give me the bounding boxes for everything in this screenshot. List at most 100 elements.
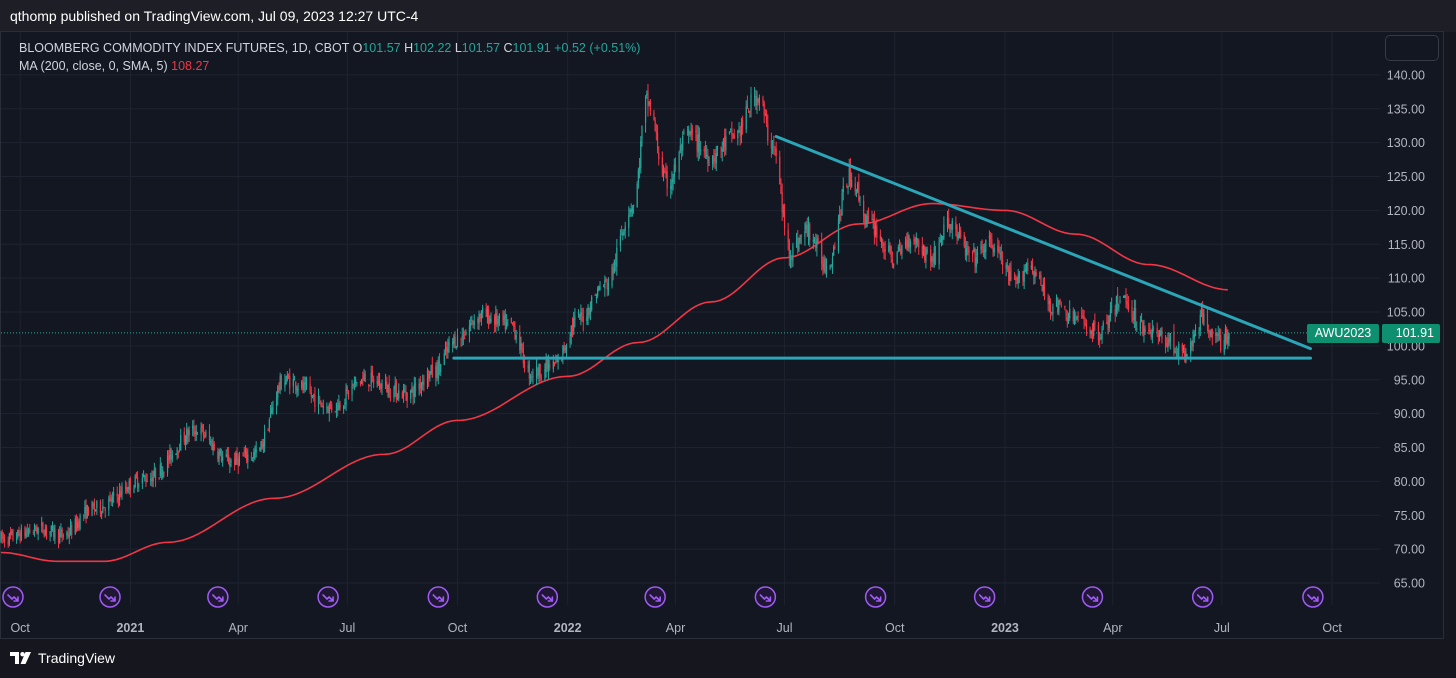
event-flag-icon[interactable] bbox=[1081, 586, 1104, 608]
candle-body bbox=[755, 96, 757, 106]
candle-body bbox=[546, 357, 548, 370]
event-flag-icon[interactable] bbox=[1191, 586, 1214, 608]
candle-body bbox=[238, 456, 241, 465]
candle-body bbox=[7, 541, 9, 545]
candle-body bbox=[498, 313, 501, 319]
event-flag-icon[interactable] bbox=[644, 586, 666, 608]
candle-body bbox=[1069, 309, 1071, 319]
candle-body bbox=[57, 529, 60, 542]
candle-body bbox=[368, 384, 370, 387]
event-flag-icon[interactable] bbox=[207, 586, 229, 608]
candle-body bbox=[864, 213, 866, 225]
candle-body bbox=[1211, 329, 1213, 338]
candle-body bbox=[1176, 354, 1179, 357]
candle-body bbox=[286, 374, 288, 380]
candle-body bbox=[688, 129, 690, 135]
candle-body bbox=[806, 224, 808, 237]
candle-body bbox=[720, 146, 722, 150]
candle-body bbox=[531, 376, 533, 378]
event-flag-icon[interactable] bbox=[427, 586, 450, 608]
candle-body bbox=[956, 226, 958, 239]
chart-frame[interactable] bbox=[0, 31, 1444, 639]
candle-body bbox=[1106, 322, 1108, 324]
candle-body bbox=[1139, 321, 1141, 331]
candle-body bbox=[691, 128, 693, 134]
candle-body bbox=[988, 236, 991, 239]
candle-body bbox=[488, 309, 490, 326]
candle-body bbox=[613, 259, 616, 273]
candle-body bbox=[537, 368, 539, 377]
candle-body bbox=[698, 132, 701, 153]
moving-average-line bbox=[0, 202, 1228, 563]
candle-body bbox=[452, 341, 454, 345]
candle-body bbox=[649, 99, 651, 111]
candle-body bbox=[955, 222, 957, 230]
candle-body bbox=[1164, 337, 1167, 346]
candle-body bbox=[490, 319, 492, 322]
candle-body bbox=[991, 238, 993, 249]
event-flag-icon[interactable] bbox=[2, 586, 24, 608]
candle-body bbox=[528, 364, 530, 379]
event-flag-icon[interactable] bbox=[317, 586, 339, 608]
y-tick-label: 90.00 bbox=[1394, 407, 1425, 421]
event-flag-icon[interactable] bbox=[536, 586, 559, 608]
candle-body bbox=[938, 242, 940, 265]
chart-settings-box[interactable] bbox=[1385, 35, 1439, 61]
candle-body bbox=[930, 249, 932, 263]
candle-body bbox=[259, 447, 261, 450]
legend-symbol[interactable]: BLOOMBERG COMMODITY INDEX FUTURES, 1D, C… bbox=[19, 41, 350, 55]
event-flag-icon[interactable] bbox=[973, 586, 996, 608]
candle-body bbox=[387, 385, 389, 394]
candle-body bbox=[706, 154, 708, 157]
symbol-price-tag: AWU2023 bbox=[1307, 324, 1379, 343]
candle-body bbox=[344, 402, 346, 404]
candle-body bbox=[429, 371, 431, 379]
candle-body bbox=[275, 398, 278, 407]
candle-body bbox=[314, 394, 316, 408]
candle-body bbox=[222, 456, 224, 461]
candle-body bbox=[866, 216, 868, 222]
candle-body bbox=[187, 429, 189, 438]
candle-body bbox=[682, 136, 684, 151]
candle-body bbox=[86, 505, 88, 518]
candle-body bbox=[1191, 340, 1193, 346]
legend-ma-value: 108.27 bbox=[171, 59, 210, 73]
candle-body bbox=[242, 455, 244, 457]
legend-ma-label[interactable]: MA (200, close, 0, SMA, 5) bbox=[19, 59, 168, 73]
event-flag-icon[interactable] bbox=[864, 586, 887, 608]
candle-body bbox=[976, 252, 979, 256]
candle-body bbox=[479, 314, 481, 319]
candle-body bbox=[603, 285, 605, 287]
candle-body bbox=[464, 337, 466, 339]
candle-body bbox=[1118, 304, 1120, 308]
candles-layer bbox=[0, 83, 1230, 549]
event-flag-icon[interactable] bbox=[99, 586, 121, 608]
candle-body bbox=[251, 457, 254, 459]
candle-body bbox=[690, 130, 692, 135]
candle-body bbox=[1059, 299, 1061, 303]
candle-body bbox=[788, 240, 790, 258]
candle-body bbox=[873, 218, 876, 236]
candle-body bbox=[355, 379, 357, 384]
candle-body bbox=[381, 382, 383, 388]
candle-body bbox=[748, 111, 750, 113]
candle-body bbox=[404, 391, 406, 393]
candle-body bbox=[1114, 308, 1116, 316]
event-flag-icon[interactable] bbox=[754, 586, 777, 608]
candle-body bbox=[335, 402, 338, 411]
candle-body bbox=[849, 165, 852, 185]
candle-body bbox=[50, 525, 52, 531]
candle-body bbox=[934, 249, 937, 263]
candle-body bbox=[623, 231, 625, 234]
candle-body bbox=[980, 243, 982, 250]
candle-body bbox=[293, 379, 296, 381]
candle-body bbox=[679, 145, 681, 152]
candle-body bbox=[640, 141, 642, 169]
y-tick-label: 85.00 bbox=[1394, 441, 1425, 455]
candle-body bbox=[846, 184, 848, 187]
candle-body bbox=[208, 431, 211, 440]
candle-body bbox=[412, 389, 414, 398]
event-flag-icon[interactable] bbox=[1302, 586, 1324, 608]
footer-brand[interactable]: TradingView bbox=[10, 650, 115, 666]
